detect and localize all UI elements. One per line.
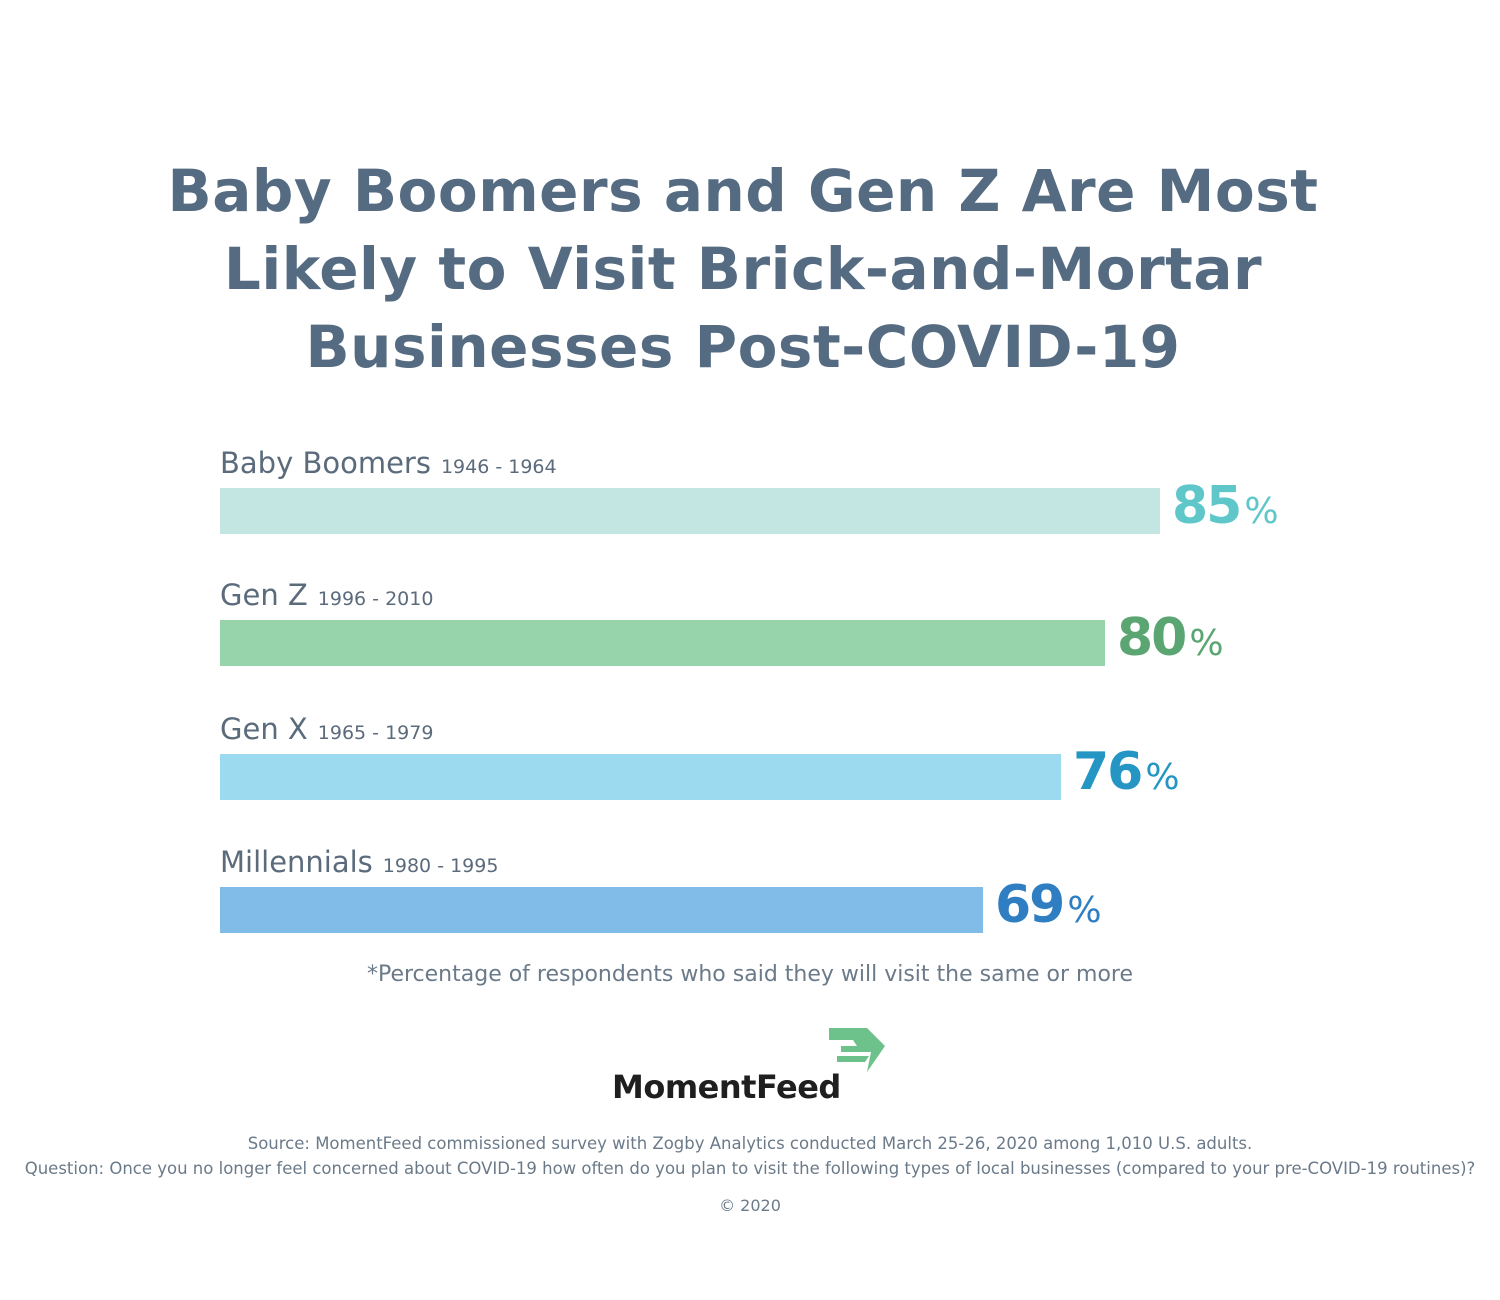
bar-label: Baby Boomers 1946 - 1964 (220, 446, 557, 486)
bar (220, 754, 1061, 800)
category-years: 1965 - 1979 (317, 722, 434, 744)
category-name: Millennials (220, 845, 373, 879)
bar-label: Gen Z 1996 - 2010 (220, 578, 433, 618)
momentfeed-logo: MomentFeed (612, 1026, 902, 1106)
value-label: 85% (1172, 476, 1279, 536)
footnote: *Percentage of respondents who said they… (366, 962, 1134, 987)
title-line-2: Likely to Visit Brick-and-Mortar (223, 235, 1263, 303)
momentfeed-flag-icon (829, 1028, 885, 1072)
source-line: Source: MomentFeed commissioned survey w… (247, 1134, 1253, 1153)
percent-sign: % (1244, 491, 1279, 532)
value-label: 80% (1117, 608, 1224, 668)
chart-title: Baby Boomers and Gen Z Are Most Likely t… (150, 152, 1336, 386)
category-name: Gen X (220, 712, 308, 746)
category-name: Baby Boomers (220, 446, 431, 480)
copyright: © 2020 (719, 1196, 781, 1215)
title-line-1: Baby Boomers and Gen Z Are Most (167, 157, 1319, 225)
category-years: 1946 - 1964 (440, 456, 557, 478)
value-label: 76% (1073, 742, 1180, 802)
value-label: 69% (995, 875, 1102, 935)
category-name: Gen Z (220, 578, 308, 612)
bar-label: Gen X 1965 - 1979 (220, 712, 433, 752)
question-line: Question: Once you no longer feel concer… (24, 1159, 1476, 1178)
value-number: 80 (1117, 608, 1187, 668)
value-number: 76 (1073, 742, 1143, 802)
logo-wordmark: MomentFeed (612, 1068, 841, 1106)
category-years: 1980 - 1995 (382, 855, 499, 877)
value-number: 85 (1172, 476, 1242, 536)
percent-sign: % (1189, 623, 1224, 664)
source-note: Source: MomentFeed commissioned survey w… (0, 1131, 1500, 1181)
bar-row: Baby Boomers 1946 - 1964 85% (220, 446, 1420, 566)
bar (220, 488, 1160, 534)
bar-row: Gen X 1965 - 1979 76% (220, 712, 1420, 832)
bar-label: Millennials 1980 - 1995 (220, 845, 498, 885)
percent-sign: % (1145, 757, 1180, 798)
value-number: 69 (995, 875, 1065, 935)
bar-row: Millennials 1980 - 1995 69% (220, 845, 1420, 965)
bar (220, 887, 983, 933)
category-years: 1996 - 2010 (317, 588, 434, 610)
percent-sign: % (1067, 890, 1102, 931)
bar-row: Gen Z 1996 - 2010 80% (220, 578, 1420, 698)
title-line-3: Businesses Post-COVID-19 (305, 313, 1181, 381)
bar (220, 620, 1105, 666)
